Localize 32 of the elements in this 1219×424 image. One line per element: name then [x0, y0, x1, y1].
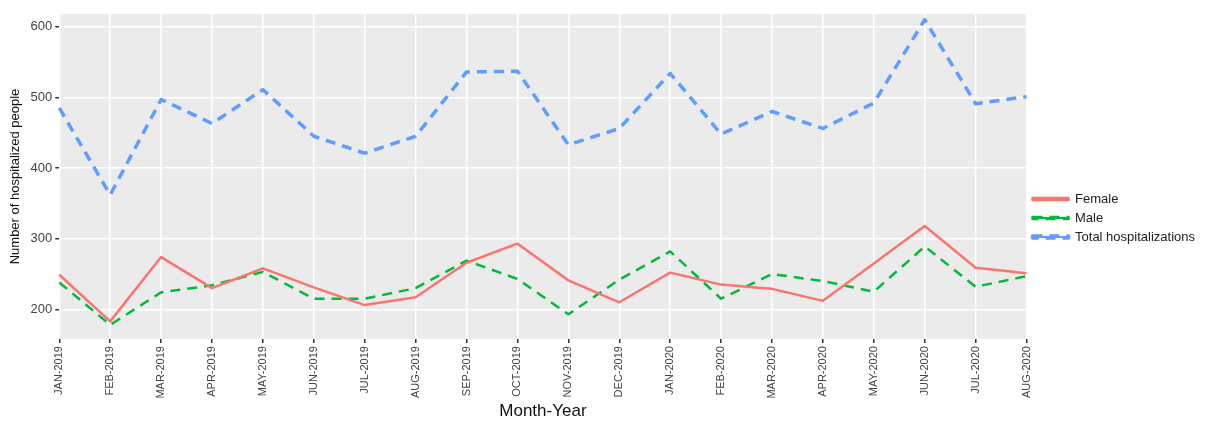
x-tick-label: MAR-2020	[765, 346, 778, 399]
y-tick-label: 200	[30, 300, 53, 316]
x-tick-label: NOV-2019	[561, 346, 574, 398]
y-tick-label: 500	[30, 88, 53, 104]
legend-label: Female	[1075, 190, 1119, 206]
x-tick-label: JUL-2019	[357, 346, 370, 394]
y-tick-label: 600	[30, 18, 53, 34]
x-tick-label: FEB-2020	[714, 346, 727, 396]
x-tick-label: JAN-2020	[663, 346, 676, 395]
x-tick-label: APR-2020	[815, 346, 828, 397]
x-axis-title: Month-Year	[499, 401, 587, 421]
x-tick-label: MAY-2019	[255, 346, 268, 397]
x-tick-label: AUG-2019	[408, 346, 421, 399]
x-tick-label: JUN-2020	[917, 346, 930, 396]
x-tick-label: APR-2019	[205, 346, 218, 397]
y-tick-label: 300	[30, 230, 53, 246]
x-tick-label: JUN-2019	[306, 346, 319, 396]
x-tick-label: MAY-2020	[866, 346, 879, 397]
legend-label: Male	[1075, 209, 1104, 225]
x-tick-label: DEC-2019	[612, 346, 625, 398]
x-tick-label: OCT-2019	[510, 346, 523, 397]
x-tick-label: AUG-2020	[1019, 346, 1032, 399]
line-series	[58, 245, 1028, 327]
x-tick-label: JUL-2020	[968, 346, 981, 394]
y-tick-label: 400	[30, 159, 53, 175]
y-axis-title: Number of hospitalized people	[7, 88, 23, 265]
line-series	[57, 17, 1029, 197]
legend-label: Total hospitalizations	[1075, 228, 1196, 244]
x-tick-label: FEB-2019	[103, 346, 116, 396]
x-tick-label: JAN-2019	[52, 346, 65, 395]
x-tick-label: SEP-2019	[459, 346, 472, 397]
x-tick-label: MAR-2019	[154, 346, 167, 399]
